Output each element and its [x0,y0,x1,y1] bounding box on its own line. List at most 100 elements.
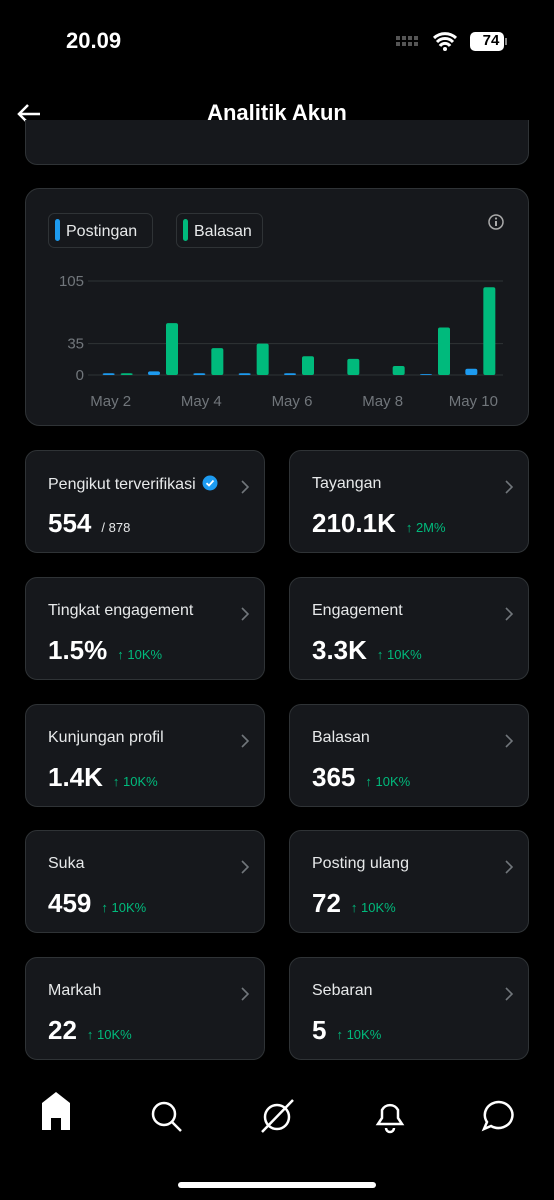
stat-number: 1.5% [48,634,108,665]
legend-swatch [55,219,60,241]
chevron [241,734,250,748]
stat-value: 22 ↑ 10K% [48,1015,132,1046]
bar [102,373,115,375]
bar [211,348,224,375]
nav-notifications[interactable] [375,1103,405,1134]
stat-change: ↑ 10K% [112,773,158,789]
stat-number: 459 [48,888,92,919]
stat-label: Kunjungan profil [48,728,164,746]
stat-value: 459 ↑ 10K% [48,888,146,919]
stat-change: ↑ 10K% [350,900,396,916]
stat-label: Pengikut terverifikasi [48,475,218,494]
home-indicator [178,1182,376,1188]
stat-change: ↑ 10K% [101,900,147,916]
status-icons [396,32,507,51]
x-tick-label: May 8 [362,393,403,410]
stat-change: ↑ 10K% [365,773,411,789]
legend-label: Balasan [194,223,252,240]
info-icon[interactable] [488,214,504,230]
bar [256,343,269,375]
stat-card[interactable]: Pengikut terverifikasi 554 / 878 [25,450,265,553]
bar [193,373,206,375]
chevron [505,480,514,494]
previous-card [25,120,529,165]
chevron [505,734,514,748]
bar [483,287,496,375]
stat-change: ↑ 10K% [336,1027,382,1043]
stat-label: Engagement [312,601,403,619]
chevron [241,480,250,494]
legend-box[interactable] [176,213,263,248]
bar [420,374,432,375]
stat-value: 72 ↑ 10K% [312,888,396,919]
x-tick-label: May 6 [272,393,313,410]
stat-label: Suka [48,855,85,873]
chevron [505,860,514,874]
stat-label: Sebaran [312,982,373,1000]
stat-value: 210.1K ↑ 2M% [312,508,446,539]
stat-label: Tingkat engagement [48,601,194,619]
y-tick-label: 0 [76,367,84,384]
info-icon-dot [494,217,498,220]
stat-value: 3.3K ↑ 10K% [312,635,422,666]
stat-number: 554 [48,508,92,538]
bar [438,327,450,375]
stat-change: ↑ 2M% [405,520,446,535]
bar [284,373,296,375]
stat-number: 365 [312,761,356,792]
stat-card[interactable]: Tingkat engagement 1.5% ↑ 10K% [25,576,265,680]
stat-card[interactable]: Markah 22 ↑ 10K% [25,957,265,1061]
chevron [241,860,250,874]
stat-card[interactable]: Engagement 3.3K ↑ 10K% [289,576,529,680]
bar [120,373,133,375]
bar [392,366,405,375]
stat-card[interactable]: Tayangan 210.1K ↑ 2M% [289,450,529,553]
stat-label: Markah [48,982,102,1000]
legend-label: Postingan [66,223,137,240]
x-tick-label: May 4 [181,393,222,410]
bar [465,368,478,375]
x-tick-label: May 10 [449,393,498,410]
stat-label: Tayangan [312,475,382,492]
stat-card[interactable]: Balasan 365 ↑ 10K% [289,703,529,807]
legend-box[interactable] [48,213,153,248]
stat-value: 5 ↑ 10K% [312,1015,381,1046]
stat-number: 5 [312,1015,327,1046]
bar [302,356,314,375]
stat-value: 1.5% ↑ 10K% [48,635,162,666]
stat-card[interactable]: Sebaran 5 ↑ 10K% [289,957,529,1061]
legend-swatch [183,219,188,241]
stat-value: 554 / 878 [48,508,130,539]
nav-search[interactable] [151,1101,182,1132]
stat-number: 72 [312,888,341,919]
battery-level: 74 [482,32,500,49]
stat-change: ↑ 10K% [117,646,163,662]
chevron [505,987,514,1001]
y-tick-label: 105 [59,273,84,290]
stat-number: 1.4K [48,761,103,792]
nav-messages[interactable] [481,1100,514,1132]
nav-grok[interactable] [261,1099,294,1133]
stat-card[interactable]: Posting ulang 72 ↑ 10K% [289,830,529,934]
nav-home[interactable] [42,1092,70,1130]
stat-number: 210.1K [312,508,396,538]
stat-label: Posting ulang [312,855,409,873]
status-time: 20.09 [66,28,122,53]
chevron [241,607,250,621]
bar [238,373,251,375]
chart: 0 35 105 Postingan Balasan May 2 May 4 May 6 May… [25,188,529,426]
stat-value: 365 ↑ 10K% [312,762,410,793]
bar [347,358,360,375]
bottom-nav [42,1092,514,1188]
y-tick-label: 35 [67,336,84,353]
stat-total: / 878 [101,520,131,535]
stat-value: 1.4K ↑ 10K% [48,762,158,793]
bar [148,371,160,375]
bar [166,323,178,375]
stat-card[interactable]: Kunjungan profil 1.4K ↑ 10K% [25,703,265,807]
stat-card[interactable]: Suka 459 ↑ 10K% [25,830,265,934]
stat-label: Balasan [312,728,370,746]
stat-number: 22 [48,1015,77,1046]
